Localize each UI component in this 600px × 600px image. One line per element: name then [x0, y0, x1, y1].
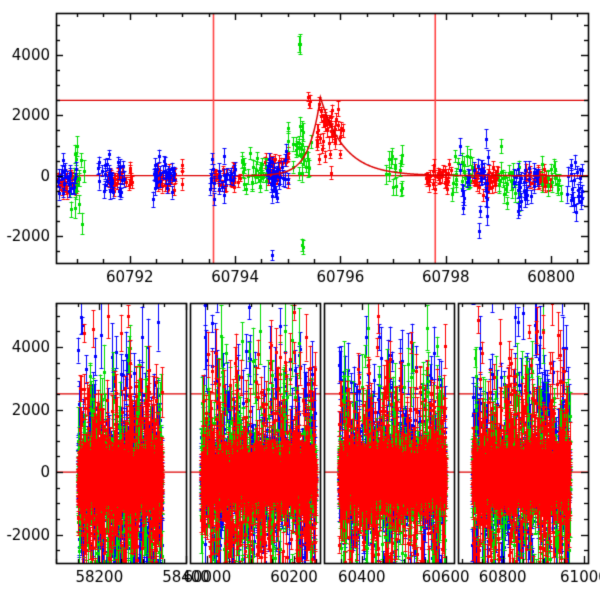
lightcurve-plot-canvas — [0, 0, 600, 600]
lightcurve-figure: 60792 60794 60796 60798 60800 -2000 0 20… — [0, 0, 600, 600]
